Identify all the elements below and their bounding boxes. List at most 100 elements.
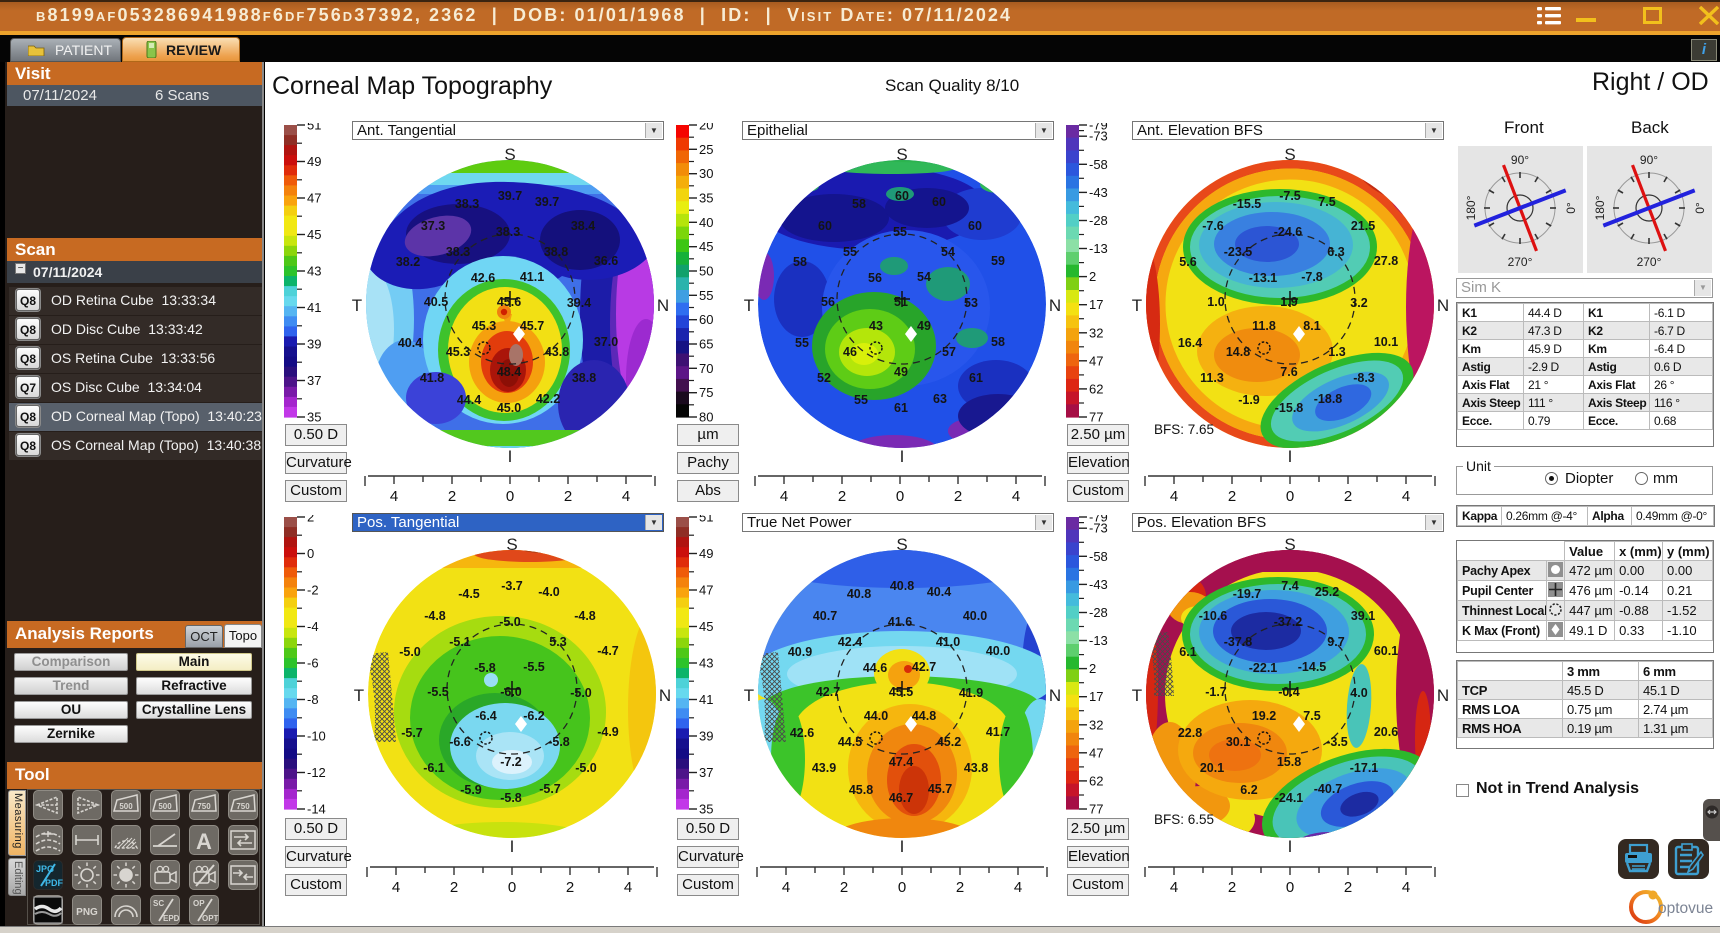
- svg-text:7.6: 7.6: [1280, 365, 1297, 379]
- svg-text:77: 77: [1089, 410, 1103, 425]
- svg-text:-0.4: -0.4: [1278, 685, 1300, 699]
- svg-text:0: 0: [896, 488, 904, 505]
- svg-text:I: I: [900, 447, 905, 464]
- svg-text:55: 55: [795, 336, 809, 350]
- svg-text:-18.8: -18.8: [1314, 392, 1343, 406]
- svg-text:1.9: 1.9: [1280, 295, 1297, 309]
- svg-text:40: 40: [699, 215, 713, 230]
- svg-text:-6.0: -6.0: [500, 685, 522, 699]
- svg-text:-8.3: -8.3: [1353, 371, 1375, 385]
- svg-text:30.1: 30.1: [1226, 735, 1250, 749]
- svg-text:44.8: 44.8: [912, 709, 936, 723]
- svg-text:42.6: 42.6: [471, 271, 495, 285]
- svg-text:42.6: 42.6: [790, 726, 814, 740]
- svg-text:-5.0: -5.0: [399, 645, 421, 659]
- svg-text:-40.7: -40.7: [1314, 782, 1343, 796]
- svg-text:S: S: [896, 145, 907, 164]
- svg-text:54: 54: [917, 270, 931, 284]
- svg-text:60: 60: [932, 195, 946, 209]
- svg-text:14.8: 14.8: [1226, 345, 1250, 359]
- svg-text:4: 4: [392, 879, 400, 896]
- svg-text:47.4: 47.4: [889, 755, 913, 769]
- svg-text:N: N: [1049, 686, 1061, 705]
- svg-text:-7.2: -7.2: [500, 755, 522, 769]
- svg-text:BFS: 7.65: BFS: 7.65: [1154, 422, 1214, 437]
- svg-text:-37.2: -37.2: [1274, 615, 1303, 629]
- svg-text:44.4: 44.4: [457, 393, 481, 407]
- svg-text:500: 500: [119, 802, 133, 811]
- svg-text:-5.0: -5.0: [575, 761, 597, 775]
- svg-text:-13.1: -13.1: [1249, 271, 1278, 285]
- svg-text:I: I: [1288, 837, 1293, 854]
- svg-text:750: 750: [197, 802, 211, 811]
- svg-text:5.6: 5.6: [1179, 255, 1196, 269]
- svg-text:270°: 270°: [1637, 255, 1662, 269]
- svg-text:-5.7: -5.7: [401, 726, 423, 740]
- svg-text:-13: -13: [1089, 241, 1108, 256]
- svg-text:N: N: [1049, 296, 1061, 315]
- svg-text:-5.0: -5.0: [570, 686, 592, 700]
- svg-text:50: 50: [699, 264, 713, 279]
- svg-text:39.7: 39.7: [535, 195, 559, 209]
- svg-text:4: 4: [782, 879, 790, 896]
- svg-text:T: T: [1132, 686, 1142, 705]
- svg-text:40.0: 40.0: [963, 609, 987, 623]
- svg-text:-5.5: -5.5: [427, 685, 449, 699]
- svg-text:-3.7: -3.7: [501, 579, 523, 593]
- svg-text:I: I: [1288, 447, 1293, 464]
- svg-text:63: 63: [933, 392, 947, 406]
- svg-text:61: 61: [969, 371, 983, 385]
- svg-text:-15.5: -15.5: [1233, 197, 1262, 211]
- svg-text:41.0: 41.0: [936, 635, 960, 649]
- svg-text:39.1: 39.1: [1351, 609, 1375, 623]
- svg-text:20: 20: [699, 123, 713, 133]
- svg-text:17: 17: [1089, 689, 1103, 704]
- svg-text:-10: -10: [307, 729, 326, 744]
- svg-text:55: 55: [854, 393, 868, 407]
- svg-text:21.5: 21.5: [1351, 219, 1375, 233]
- svg-text:2: 2: [954, 488, 962, 505]
- svg-text:PDF: PDF: [45, 878, 63, 888]
- svg-text:0: 0: [307, 546, 314, 561]
- svg-text:8.1: 8.1: [1303, 319, 1320, 333]
- svg-text:37.0: 37.0: [594, 335, 618, 349]
- svg-text:44.5: 44.5: [838, 735, 862, 749]
- svg-text:41.6: 41.6: [888, 615, 912, 629]
- svg-text:25: 25: [699, 142, 713, 157]
- svg-text:2: 2: [564, 488, 572, 505]
- svg-text:58: 58: [852, 197, 866, 211]
- svg-text:S: S: [1284, 535, 1295, 554]
- svg-text:0: 0: [1286, 879, 1294, 896]
- svg-text:40.4: 40.4: [398, 336, 422, 350]
- svg-text:-14.5: -14.5: [1298, 660, 1327, 674]
- svg-text:45.7: 45.7: [520, 319, 544, 333]
- svg-text:45.0: 45.0: [497, 401, 521, 415]
- svg-text:180°: 180°: [1464, 195, 1478, 220]
- svg-text:42.4: 42.4: [838, 635, 862, 649]
- svg-text:-6.4: -6.4: [475, 709, 497, 723]
- svg-text:11.8: 11.8: [1252, 319, 1276, 333]
- svg-text:-3.5: -3.5: [1326, 735, 1348, 749]
- svg-text:750: 750: [236, 802, 250, 811]
- svg-text:-13: -13: [1089, 633, 1108, 648]
- svg-text:-7.6: -7.6: [1202, 219, 1224, 233]
- svg-text:47: 47: [699, 583, 713, 598]
- svg-text:35: 35: [699, 191, 713, 206]
- svg-text:2: 2: [1089, 661, 1096, 676]
- svg-text:-5.1: -5.1: [449, 635, 471, 649]
- svg-text:39.7: 39.7: [498, 189, 522, 203]
- svg-text:270°: 270°: [1508, 255, 1533, 269]
- svg-text:N: N: [657, 296, 669, 315]
- svg-text:7.4: 7.4: [1281, 579, 1298, 593]
- svg-text:20.6: 20.6: [1374, 725, 1398, 739]
- svg-text:45.3: 45.3: [446, 345, 470, 359]
- svg-text:0°: 0°: [1564, 202, 1578, 214]
- svg-text:-14: -14: [307, 802, 326, 817]
- svg-text:-4.7: -4.7: [597, 644, 619, 658]
- svg-text:40.4: 40.4: [927, 585, 951, 599]
- svg-text:60: 60: [895, 189, 909, 203]
- svg-text:90°: 90°: [1640, 153, 1658, 167]
- svg-text:37: 37: [699, 765, 713, 780]
- svg-text:I: I: [510, 837, 515, 854]
- svg-text:-2: -2: [307, 583, 319, 598]
